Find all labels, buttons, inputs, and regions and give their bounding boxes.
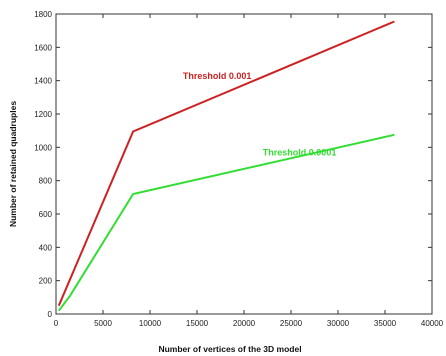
series-line-2	[58, 133, 395, 312]
y-tick-label: 800	[39, 177, 53, 186]
x-axis-label: Number of vertices of the 3D model	[158, 344, 301, 354]
x-axis-ticks: 0 5000 10000 15000 20000 25000 30000 35000 40000	[54, 14, 444, 328]
y-tick-label: 1000	[34, 143, 52, 152]
y-axis-label: Number of retained quadruples	[8, 101, 18, 227]
y-axis-ticks: 0 200 400 600 800 1000 1200 1400 1600 1800	[34, 10, 432, 319]
x-tick-label: 15000	[186, 319, 209, 328]
x-tick-label: 40000	[421, 319, 444, 328]
y-tick-label: 200	[39, 277, 53, 286]
y-tick-label: 1800	[34, 10, 52, 19]
y-tick-label: 1200	[34, 110, 52, 119]
x-tick-label: 0	[54, 319, 59, 328]
plot-area-frame	[55, 13, 433, 315]
y-tick-label: 1600	[34, 43, 52, 52]
x-tick-label: 20000	[233, 319, 256, 328]
series-line-1	[57, 20, 395, 307]
annotations: Threshold 0.001 Threshold 0.0001	[183, 71, 336, 158]
y-tick-label: 600	[39, 210, 53, 219]
y-tick-label: 0	[48, 310, 53, 319]
y-tick-label: 1400	[34, 77, 52, 86]
series-annotation-2: Threshold 0.0001	[263, 148, 337, 158]
y-tick-label: 400	[39, 243, 53, 252]
x-tick-label: 5000	[94, 319, 112, 328]
series-annotation-1: Threshold 0.001	[183, 71, 252, 81]
x-tick-label: 30000	[327, 319, 350, 328]
x-tick-label: 10000	[139, 319, 162, 328]
series-lines	[57, 20, 395, 312]
x-tick-label: 35000	[374, 319, 397, 328]
x-tick-label: 25000	[280, 319, 303, 328]
